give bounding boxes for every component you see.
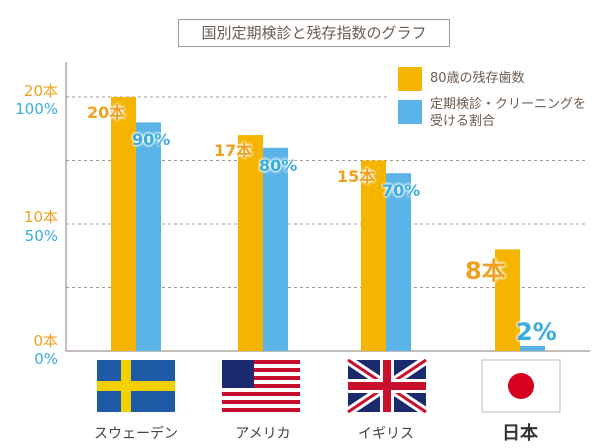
category-label: アメリカ xyxy=(235,426,291,442)
bar xyxy=(495,249,520,351)
data-label: 8本 xyxy=(465,257,506,286)
bar xyxy=(361,160,386,351)
data-label: 17本 xyxy=(214,141,253,161)
ytick-right: 100% xyxy=(15,100,58,118)
chart-title: 国別定期検診と残存指数のグラフ xyxy=(178,19,450,47)
data-label: 2% xyxy=(516,317,557,346)
flag-stripe xyxy=(222,392,300,396)
flag-stripe xyxy=(222,408,300,412)
category-label: 日本 xyxy=(502,423,538,444)
legend-label-teeth: 80歳の残存歯数 xyxy=(430,71,525,86)
bar xyxy=(386,173,411,351)
data-label: 80% xyxy=(259,155,298,175)
ytick-right: 0% xyxy=(34,350,58,368)
flag-stripe xyxy=(222,400,300,404)
legend-swatch-teeth xyxy=(398,67,422,91)
flag-sun xyxy=(508,373,534,399)
flag-stripe xyxy=(222,384,300,388)
bar xyxy=(136,122,161,352)
category-label: イギリス xyxy=(358,426,414,442)
ytick-left: 0本 xyxy=(33,332,58,350)
flag-cross xyxy=(97,381,175,391)
ytick-left: 10本 xyxy=(23,208,58,226)
legend-swatch-checkup xyxy=(398,100,422,124)
flag-cross xyxy=(348,382,426,390)
ytick-left: 20本 xyxy=(23,82,58,100)
category-label: スウェーデン xyxy=(94,426,178,442)
bar xyxy=(111,97,136,351)
data-label: 20本 xyxy=(87,103,126,122)
flag-canton xyxy=(222,360,254,388)
bar xyxy=(520,345,545,351)
data-label: 15本 xyxy=(337,166,376,186)
bar xyxy=(263,147,288,351)
flag-stripe xyxy=(222,360,300,364)
flag-stripe xyxy=(222,376,300,380)
bar xyxy=(238,135,263,351)
ytick-right: 50% xyxy=(24,227,58,245)
data-label: 90% xyxy=(132,130,171,150)
flag-stripe xyxy=(222,368,300,372)
data-label: 70% xyxy=(382,181,421,201)
legend-label-checkup: 定期検診・クリーニングを受ける割合 xyxy=(430,97,587,129)
